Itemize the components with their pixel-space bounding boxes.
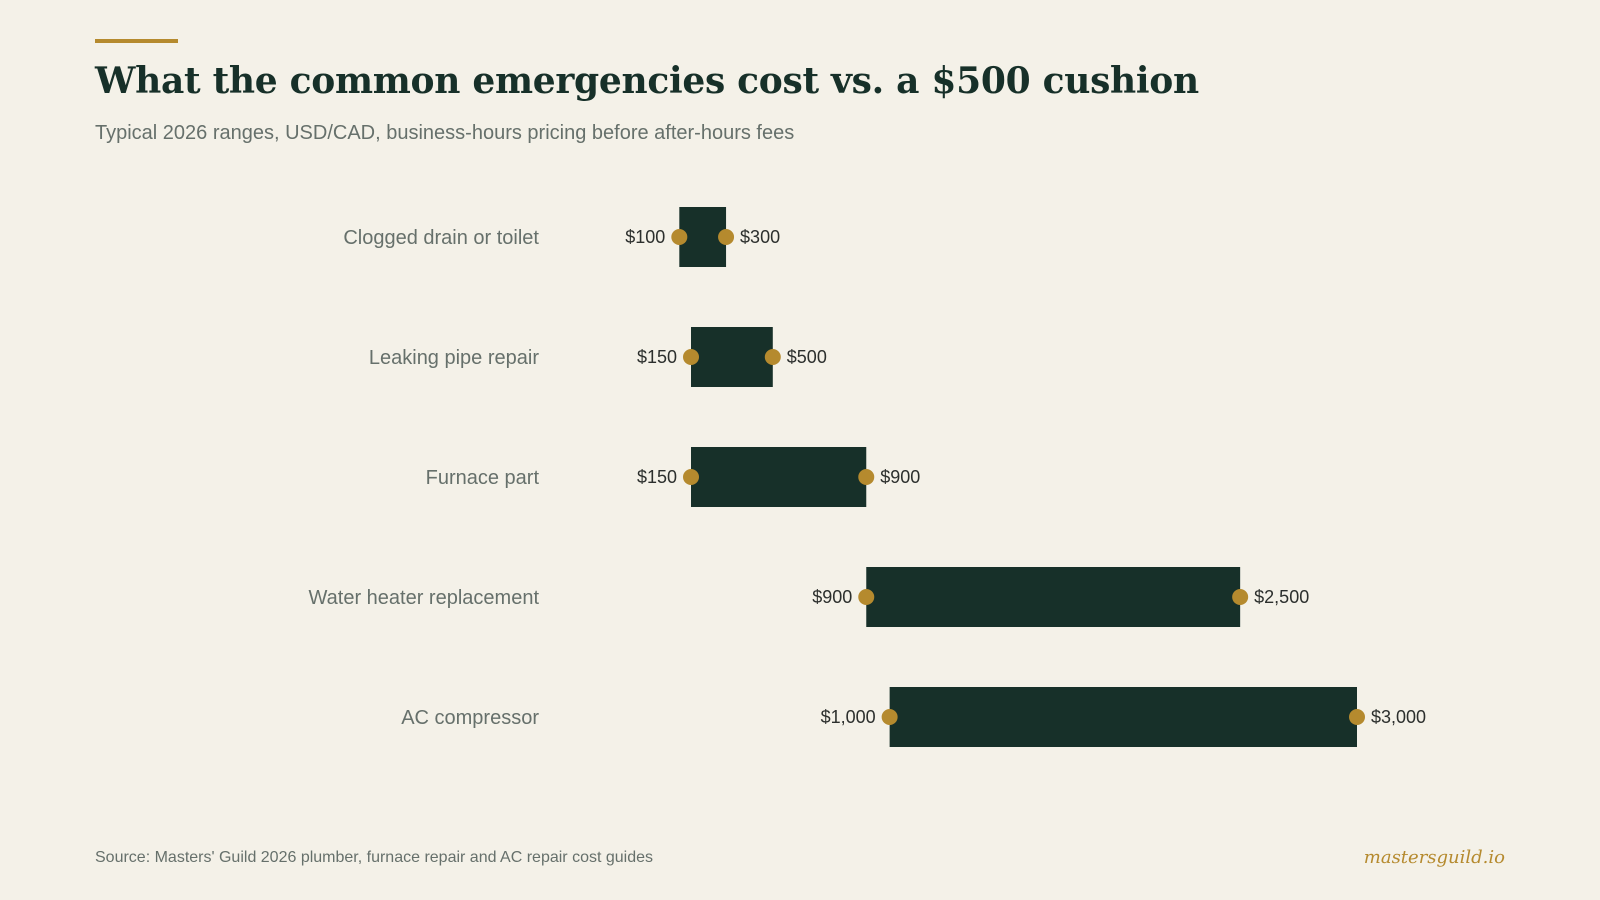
chart-title: What the common emergencies cost vs. a $… — [95, 60, 1199, 102]
brand-link[interactable]: mastersguild.io — [1363, 847, 1505, 868]
range-bar — [866, 567, 1241, 627]
range-bar — [889, 687, 1357, 747]
category-label: AC compressor — [401, 707, 539, 729]
low-value-label: $1,000 — [821, 707, 876, 727]
low-value-label: $900 — [812, 587, 852, 607]
category-label: Leaking pipe repair — [369, 347, 539, 369]
chart-subtitle: Typical 2026 ranges, USD/CAD, business-h… — [95, 122, 795, 144]
low-marker — [671, 229, 688, 245]
high-value-label: $3,000 — [1371, 707, 1426, 727]
high-value-label: $500 — [787, 347, 827, 367]
category-label: Clogged drain or toilet — [343, 227, 539, 249]
high-marker — [1349, 709, 1365, 725]
high-marker — [858, 469, 875, 485]
high-marker — [1232, 589, 1249, 605]
high-value-label: $300 — [740, 227, 780, 247]
category-label: Furnace part — [426, 467, 540, 489]
high-marker — [764, 349, 781, 365]
low-marker — [858, 589, 875, 605]
low-value-label: $150 — [637, 467, 677, 487]
source-note: Source: Masters' Guild 2026 plumber, fur… — [95, 849, 654, 866]
high-marker — [718, 229, 735, 245]
category-label: Water heater replacement — [309, 587, 540, 609]
low-marker — [683, 349, 699, 365]
low-marker — [683, 469, 699, 485]
high-value-label: $2,500 — [1254, 587, 1309, 607]
range-bar — [691, 447, 867, 507]
high-value-label: $900 — [880, 467, 920, 487]
accent-rule — [95, 39, 178, 43]
low-marker — [881, 709, 898, 725]
low-value-label: $150 — [637, 347, 677, 367]
range-bar — [691, 327, 773, 387]
low-value-label: $100 — [625, 227, 665, 247]
